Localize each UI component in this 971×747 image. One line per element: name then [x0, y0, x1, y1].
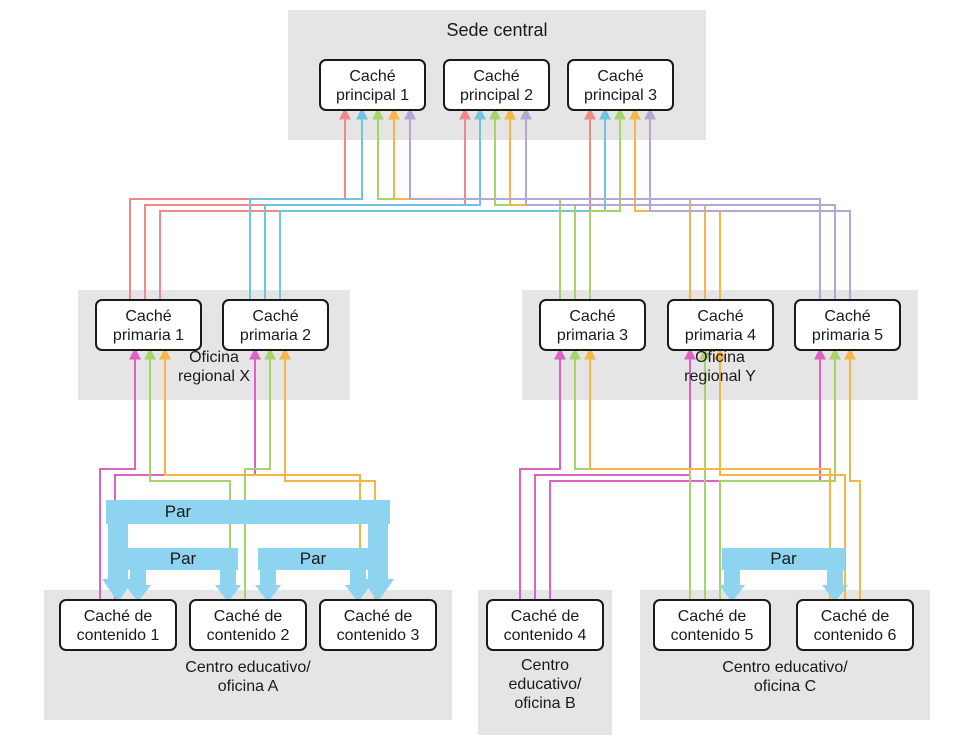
cache-hierarchy-diagram: ParParParParCachéprincipal 1Cachéprincip… [0, 0, 971, 747]
par-label: Par [170, 549, 197, 568]
par-bar-a [106, 500, 390, 524]
par-label: Par [300, 549, 327, 568]
par-label: Par [770, 549, 797, 568]
par-connectors: Par Par Par Par [102, 500, 848, 602]
par-label: Par [165, 502, 192, 521]
region-title-hq: Sede central [446, 20, 547, 40]
